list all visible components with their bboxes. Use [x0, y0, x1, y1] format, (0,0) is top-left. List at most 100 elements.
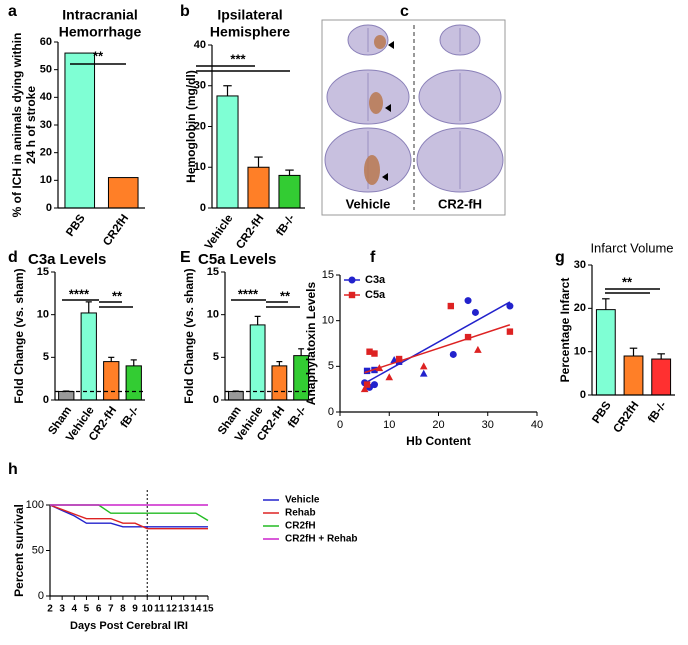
panel-title: Ipsilateral	[217, 7, 282, 23]
trendline	[364, 301, 511, 384]
x-axis-label: Days Post Cerebral IRI	[70, 620, 188, 632]
x-tick-label: 14	[190, 604, 202, 615]
bar	[249, 324, 266, 401]
x-tick-label: 10	[142, 604, 154, 615]
y-tick-label: 30	[574, 259, 586, 271]
y-tick-label: 50	[40, 64, 52, 76]
y-tick-label: 100	[26, 499, 44, 511]
y-axis-label: Fold Change (vs. sham)	[182, 268, 196, 403]
significance-label: ****	[69, 286, 90, 301]
x-tick-label: CR2-fH	[234, 213, 266, 252]
error-bar	[602, 298, 610, 310]
bar	[216, 95, 239, 209]
significance-label: **	[622, 274, 633, 289]
image-label: CR2-fH	[438, 196, 482, 211]
legend-label: Rehab	[285, 508, 316, 519]
error-bar	[629, 347, 638, 356]
point	[375, 364, 384, 372]
y-axis-label: Anaphylatoxin Levels	[304, 281, 318, 405]
x-axis-label: Hb Content	[406, 434, 471, 448]
x-tick-label: 0	[337, 419, 343, 431]
x-tick-label: fB-/-	[119, 404, 142, 430]
point	[366, 348, 373, 355]
survival-line	[49, 504, 208, 530]
y-tick-label: 60	[40, 36, 52, 48]
legend-label: CR2fH + Rehab	[285, 534, 358, 545]
point	[370, 381, 378, 389]
y-tick-label: 0	[200, 202, 206, 214]
y-tick-label: 10	[207, 309, 219, 321]
lesion	[364, 155, 380, 185]
y-tick-label: 0	[38, 590, 44, 602]
point	[464, 297, 472, 305]
arrowhead	[385, 104, 391, 112]
y-tick-label: 15	[322, 269, 334, 281]
y-tick-label: 10	[194, 161, 206, 173]
significance-label: ****	[238, 286, 259, 301]
point	[419, 362, 428, 370]
y-tick-label: 30	[40, 119, 52, 131]
y-tick-label: 15	[37, 266, 49, 278]
error-bar	[254, 315, 261, 325]
y-tick-label: 40	[40, 91, 52, 103]
legend-marker	[348, 291, 356, 299]
bar	[125, 365, 142, 401]
error-bar	[85, 301, 92, 313]
x-tick-label: 11	[154, 604, 165, 615]
y-tick-label: 5	[213, 351, 219, 363]
error-bar	[130, 359, 137, 366]
point	[395, 355, 403, 363]
point	[363, 381, 371, 388]
y-tick-label: 10	[40, 174, 52, 186]
bar	[595, 309, 616, 396]
legend-label: CR2fH	[285, 521, 316, 532]
y-axis-label: 24 h of stroke	[24, 86, 38, 164]
x-tick-label: 9	[132, 604, 138, 615]
y-tick-label: 50	[32, 544, 44, 556]
x-tick-label: 12	[166, 604, 178, 615]
arrowhead	[382, 173, 388, 181]
legend-marker	[348, 276, 356, 284]
x-tick-label: PBS	[64, 212, 88, 239]
significance-label: **	[112, 288, 123, 303]
y-tick-label: 10	[322, 315, 334, 327]
point	[371, 350, 378, 357]
x-tick-label: Vehicle	[203, 213, 236, 252]
arrowhead	[388, 41, 394, 49]
x-tick-label: 6	[96, 604, 102, 615]
x-tick-label: 4	[72, 604, 78, 615]
bar	[623, 355, 644, 396]
x-tick-label: fB-/-	[286, 404, 309, 430]
panel-title: C3a Levels	[28, 251, 106, 268]
y-tick-label: 15	[207, 266, 219, 278]
bar	[278, 174, 301, 209]
x-tick-label: 2	[47, 604, 53, 615]
x-tick-label: 13	[178, 604, 190, 615]
trendline	[364, 324, 511, 374]
point	[419, 369, 428, 377]
y-tick-label: 30	[194, 80, 206, 92]
x-tick-label: 5	[84, 604, 90, 615]
x-tick-label: 10	[383, 419, 395, 431]
y-tick-label: 20	[40, 147, 52, 159]
survival-line	[50, 504, 209, 522]
y-tick-label: 0	[43, 394, 49, 406]
lesion	[374, 35, 386, 49]
y-tick-label: 5	[328, 360, 334, 372]
y-tick-label: 0	[213, 394, 219, 406]
y-tick-label: 20	[574, 302, 586, 314]
panel-letter: E	[180, 249, 191, 266]
bar	[651, 358, 672, 396]
bar	[271, 365, 288, 401]
panel-letter: f	[370, 249, 376, 266]
x-tick-label: fB-/-	[274, 212, 297, 238]
significance-label: **	[280, 288, 291, 303]
legend-label: Vehicle	[285, 495, 320, 506]
bar	[107, 177, 139, 209]
y-tick-label: 5	[43, 351, 49, 363]
bar	[58, 390, 75, 401]
panel-letter: d	[8, 249, 18, 266]
y-axis-label: Hemoglobin (mg/dl)	[184, 70, 198, 183]
legend-label: C5a	[365, 289, 386, 301]
panel-letter: b	[180, 3, 190, 20]
